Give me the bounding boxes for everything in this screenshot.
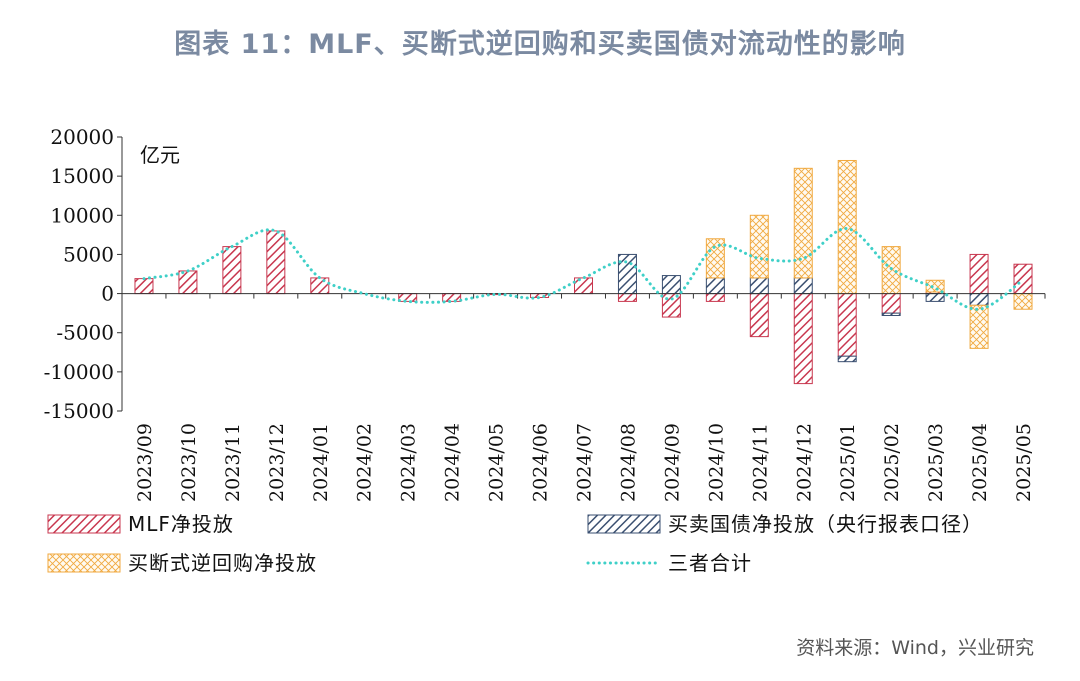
x-tick-label: 2024/04 <box>442 423 464 502</box>
bar-repo-2025-04 <box>969 304 989 349</box>
bar-mlf-2024-11 <box>749 293 769 338</box>
total-line <box>142 227 1025 311</box>
bar-repo-2025-05 <box>1013 293 1033 310</box>
x-tick-label: 2024/07 <box>574 423 596 502</box>
x-tick-label: 2025/03 <box>925 423 947 502</box>
y-tick-label: 15000 <box>50 164 114 188</box>
bar-bond-2025-04 <box>969 293 989 306</box>
legend-swatch-repo <box>47 553 121 573</box>
bar-repo-2024-11 <box>749 214 769 279</box>
bar-mlf-2023-12 <box>266 230 286 295</box>
bar-mlf-2024-04 <box>442 293 462 302</box>
x-tick-label: 2024/09 <box>661 423 683 502</box>
bar-mlf-2024-08 <box>617 293 637 302</box>
x-tick-label: 2024/10 <box>705 423 727 502</box>
x-tick-label: 2024/06 <box>530 423 552 502</box>
legend-swatch-bond <box>587 514 661 534</box>
x-tick-label: 2024/02 <box>354 423 376 502</box>
x-tick-label: 2025/01 <box>837 423 859 502</box>
bar-repo-2025-03 <box>925 279 945 293</box>
bar-repo-2024-10 <box>705 238 725 279</box>
bar-mlf-2024-03 <box>398 293 418 302</box>
bar-bond-2024-08 <box>617 253 637 295</box>
x-tick-label: 2024/05 <box>486 423 508 502</box>
bar-mlf-2025-02 <box>881 293 901 314</box>
bar-mlf-2024-01 <box>310 277 330 295</box>
y-tick-label: -15000 <box>44 399 114 423</box>
chart-title: 图表 11：MLF、买断式逆回购和买卖国债对流动性的影响 <box>174 29 906 60</box>
x-tick-label: 2024/12 <box>793 423 815 502</box>
bar-mlf-2024-07 <box>574 277 593 295</box>
x-tick-label: 2023/11 <box>222 423 244 502</box>
x-tick-label: 2025/05 <box>1013 423 1035 502</box>
x-tick-label: 2024/11 <box>749 423 771 502</box>
bar-bond-2024-10 <box>705 277 725 295</box>
x-tick-label: 2023/09 <box>134 423 156 502</box>
x-tick-label: 2025/04 <box>969 423 991 502</box>
bar-bond-2025-01 <box>837 355 857 363</box>
source-note: 资料来源：Wind，兴业研究 <box>796 637 1034 659</box>
x-tick-label: 2025/02 <box>881 423 903 502</box>
legend-label-bond: 买卖国债净投放（央行报表口径） <box>668 512 983 536</box>
y-tick-label: -10000 <box>44 360 114 384</box>
x-tick-label: 2023/10 <box>178 423 200 502</box>
bar-repo-2025-01 <box>837 159 857 295</box>
bar-mlf-2025-01 <box>837 293 857 357</box>
legend-swatch-mlf <box>47 514 121 534</box>
bar-mlf-2024-12 <box>793 293 813 385</box>
y-tick-label: -5000 <box>56 321 114 345</box>
bar-bond-2025-02 <box>881 312 901 316</box>
y-tick-label: 10000 <box>50 203 114 227</box>
y-tick-label: 20000 <box>50 125 114 149</box>
legend-label-mlf: MLF净投放 <box>128 512 234 536</box>
bar-bond-2024-12 <box>793 277 813 295</box>
x-tick-label: 2024/08 <box>617 423 639 502</box>
bar-bond-2024-09 <box>661 275 681 295</box>
bar-mlf-2023-11 <box>222 246 242 295</box>
x-tick-label: 2023/12 <box>266 423 288 502</box>
bar-mlf-2023-10 <box>178 270 198 295</box>
bar-repo-2024-12 <box>793 167 813 279</box>
bar-mlf-2025-04 <box>969 253 989 295</box>
bar-mlf-2023-09 <box>134 278 154 295</box>
y-tick-label: 0 <box>101 282 114 306</box>
bar-bond-2024-11 <box>749 277 769 295</box>
x-tick-label: 2024/01 <box>310 423 332 502</box>
bar-bond-2025-03 <box>925 293 945 302</box>
legend-label-total: 三者合计 <box>668 551 752 575</box>
x-tick-label: 2024/03 <box>398 423 420 502</box>
unit-label: 亿元 <box>140 143 180 167</box>
bar-mlf-2024-10 <box>705 293 725 302</box>
legend-label-repo: 买断式逆回购净投放 <box>128 551 317 575</box>
y-tick-label: 5000 <box>63 242 114 266</box>
bar-mlf-2025-05 <box>1013 263 1033 295</box>
